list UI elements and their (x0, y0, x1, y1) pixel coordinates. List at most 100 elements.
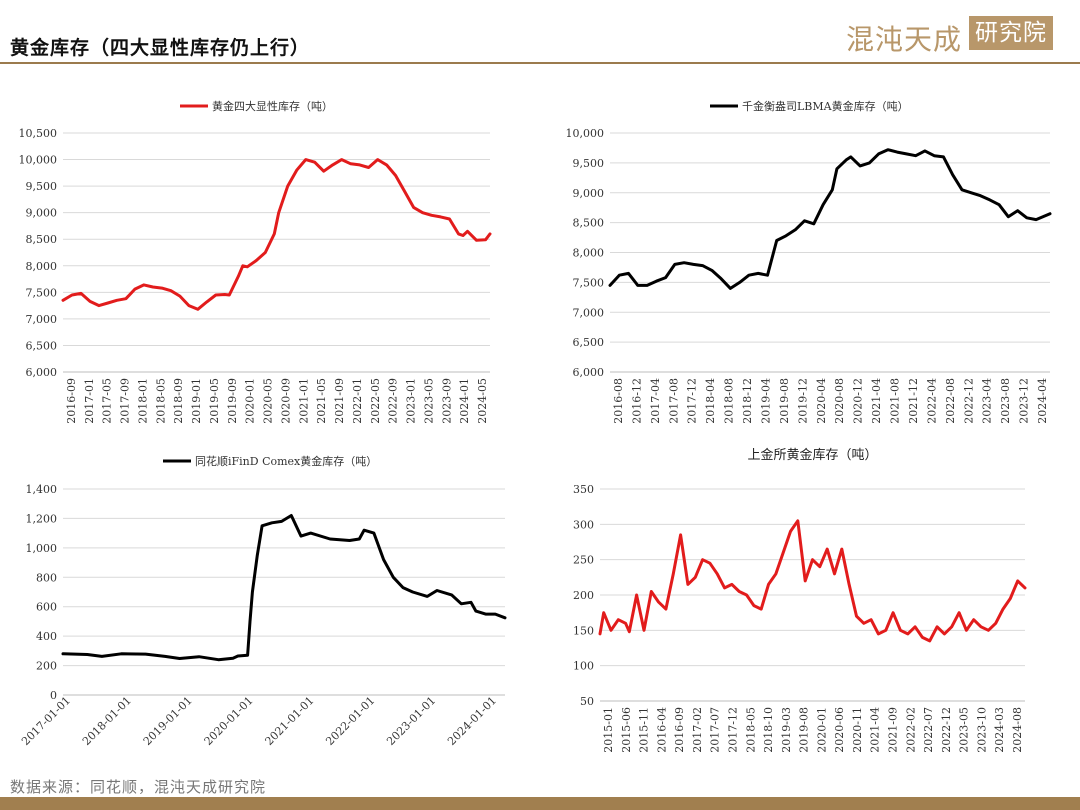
y-tick-label: 1,000 (26, 542, 58, 555)
x-tick-label: 2017-05 (101, 378, 114, 424)
x-tick-label: 2017-12 (726, 707, 739, 753)
x-tick-label: 2022-09 (387, 378, 400, 424)
y-tick-label: 10,000 (19, 154, 58, 167)
x-tick-label: 2017-01 (83, 378, 96, 424)
chart-sge-inventory: 50 100 150 200 250 300 350 2015-01 2015-06 2015-1… (573, 447, 1027, 753)
legend-label: 千金衡盎司LBMA黄金库存（吨） (742, 99, 909, 113)
brand-institute: 研究院 (969, 16, 1053, 50)
footer-bar (0, 797, 1080, 810)
x-tick-label: 2019-08 (798, 707, 811, 753)
y-tick-label: 400 (36, 630, 57, 643)
x-tick-label: 2020-11 (851, 707, 864, 753)
x-tick-label: 2019-05 (208, 378, 221, 424)
x-tick-label: 2019-09 (226, 378, 239, 424)
legend-label: 黄金四大显性库存（吨） (212, 99, 333, 113)
y-tick-label: 6,500 (26, 339, 58, 352)
y-tick-label: 10,000 (566, 127, 605, 140)
x-tick-label: 2017-07 (709, 707, 722, 753)
y-tick-label: 7,000 (573, 306, 605, 319)
x-tick-label: 2020-08 (833, 378, 846, 424)
x-tick-label: 2022-01 (351, 378, 364, 424)
y-tick-label: 9,500 (26, 180, 58, 193)
x-tick-label: 2021-12 (907, 378, 920, 424)
y-tick-label: 600 (36, 601, 57, 614)
x-tick-label: 2021-09 (887, 707, 900, 753)
x-tick-label: 2018-09 (172, 378, 185, 424)
x-tick-label: 2019-01-01 (141, 694, 195, 748)
x-tick-label: 2020-12 (852, 378, 865, 424)
chart-four-major-inventory: 6,000 6,500 7,000 7,500 8,000 8,500 9,000 9,500… (19, 99, 492, 424)
y-tick-label: 0 (50, 689, 57, 702)
x-tick-label: 2023-09 (440, 378, 453, 424)
legend-label: 同花顺iFinD Comex黄金库存（吨） (195, 454, 377, 468)
x-tick-label: 2021-08 (889, 378, 902, 424)
x-tick-label: 2016-09 (65, 378, 78, 424)
x-tick-label: 2022-02 (904, 707, 917, 753)
y-tick-label: 8,500 (26, 233, 58, 246)
x-tick-label: 2020-09 (279, 378, 292, 424)
x-tick-label: 2021-05 (315, 378, 328, 424)
chart-lbma-inventory: 6,000 6,500 7,000 7,500 8,000 8,500 9,000 9,500… (566, 99, 1052, 424)
y-tick-label: 200 (36, 660, 57, 673)
y-tick-label: 6,500 (573, 336, 605, 349)
x-tick-label: 2018-12 (741, 378, 754, 424)
x-tick-label: 2015-01 (602, 707, 615, 753)
y-tick-label: 6,000 (573, 366, 605, 379)
y-tick-label: 8,000 (26, 260, 58, 273)
x-tick-label: 2023-01 (405, 378, 418, 424)
x-tick-label: 2020-01 (244, 378, 257, 424)
x-tick-label: 2023-10 (975, 707, 988, 753)
x-tick-label: 2020-01-01 (202, 694, 256, 748)
x-tick-label: 2019-12 (796, 378, 809, 424)
x-tick-label: 2016-08 (612, 378, 625, 424)
x-tick-label: 2022-01-01 (323, 694, 377, 748)
data-source: 数据来源：同花顺，混沌天成研究院 (10, 778, 267, 796)
brand-name: 混沌天成 (846, 23, 963, 56)
x-tick-label: 2024-01 (458, 378, 471, 424)
x-tick-label: 2022-05 (369, 378, 382, 424)
y-tick-label: 9,500 (573, 157, 605, 170)
x-tick-label: 2021-01 (297, 378, 310, 424)
x-tick-label: 2018-04 (704, 378, 717, 424)
x-tick-label: 2018-10 (762, 707, 775, 753)
x-tick-label: 2023-05 (958, 707, 971, 753)
y-tick-label: 8,000 (573, 247, 605, 260)
y-tick-label: 100 (573, 660, 594, 673)
x-tick-label: 2018-05 (744, 707, 757, 753)
series-line (608, 148, 1052, 290)
x-tick-label: 2022-12 (962, 378, 975, 424)
x-tick-label: 2021-01-01 (263, 694, 317, 748)
x-tick-label: 2017-08 (667, 378, 680, 424)
series-line (598, 519, 1027, 643)
y-tick-label: 6,000 (26, 366, 58, 379)
x-tick-label: 2023-08 (999, 378, 1012, 424)
x-tick-label: 2022-08 (944, 378, 957, 424)
y-tick-label: 9,000 (26, 207, 58, 220)
x-tick-label: 2022-12 (940, 707, 953, 753)
y-tick-label: 7,000 (26, 313, 58, 326)
x-tick-label: 2023-01-01 (384, 694, 438, 748)
y-tick-label: 9,000 (573, 187, 605, 200)
page-title: 黄金库存（四大显性库存仍上行） (10, 37, 311, 59)
y-tick-label: 150 (573, 624, 594, 637)
x-tick-label: 2019-03 (780, 707, 793, 753)
x-tick-label: 2023-12 (1018, 378, 1031, 424)
y-tick-label: 200 (573, 589, 594, 602)
x-tick-label: 2019-01 (190, 378, 203, 424)
y-tick-label: 1,400 (26, 483, 58, 496)
y-tick-label: 7,500 (573, 276, 605, 289)
x-tick-label: 2018-08 (723, 378, 736, 424)
y-tick-label: 800 (36, 571, 57, 584)
x-tick-label: 2020-05 (262, 378, 275, 424)
x-tick-label: 2021-04 (869, 707, 882, 753)
x-tick-label: 2023-04 (981, 378, 994, 424)
x-tick-label: 2021-04 (870, 378, 883, 424)
series-line (61, 514, 507, 662)
x-tick-label: 2020-04 (815, 378, 828, 424)
x-tick-label: 2022-07 (922, 707, 935, 753)
y-tick-label: 10,500 (19, 127, 58, 140)
x-tick-label: 2017-04 (649, 378, 662, 424)
x-tick-label: 2022-04 (925, 378, 938, 424)
x-tick-label: 2024-08 (1011, 707, 1024, 753)
x-tick-label: 2024-04 (1036, 378, 1049, 424)
